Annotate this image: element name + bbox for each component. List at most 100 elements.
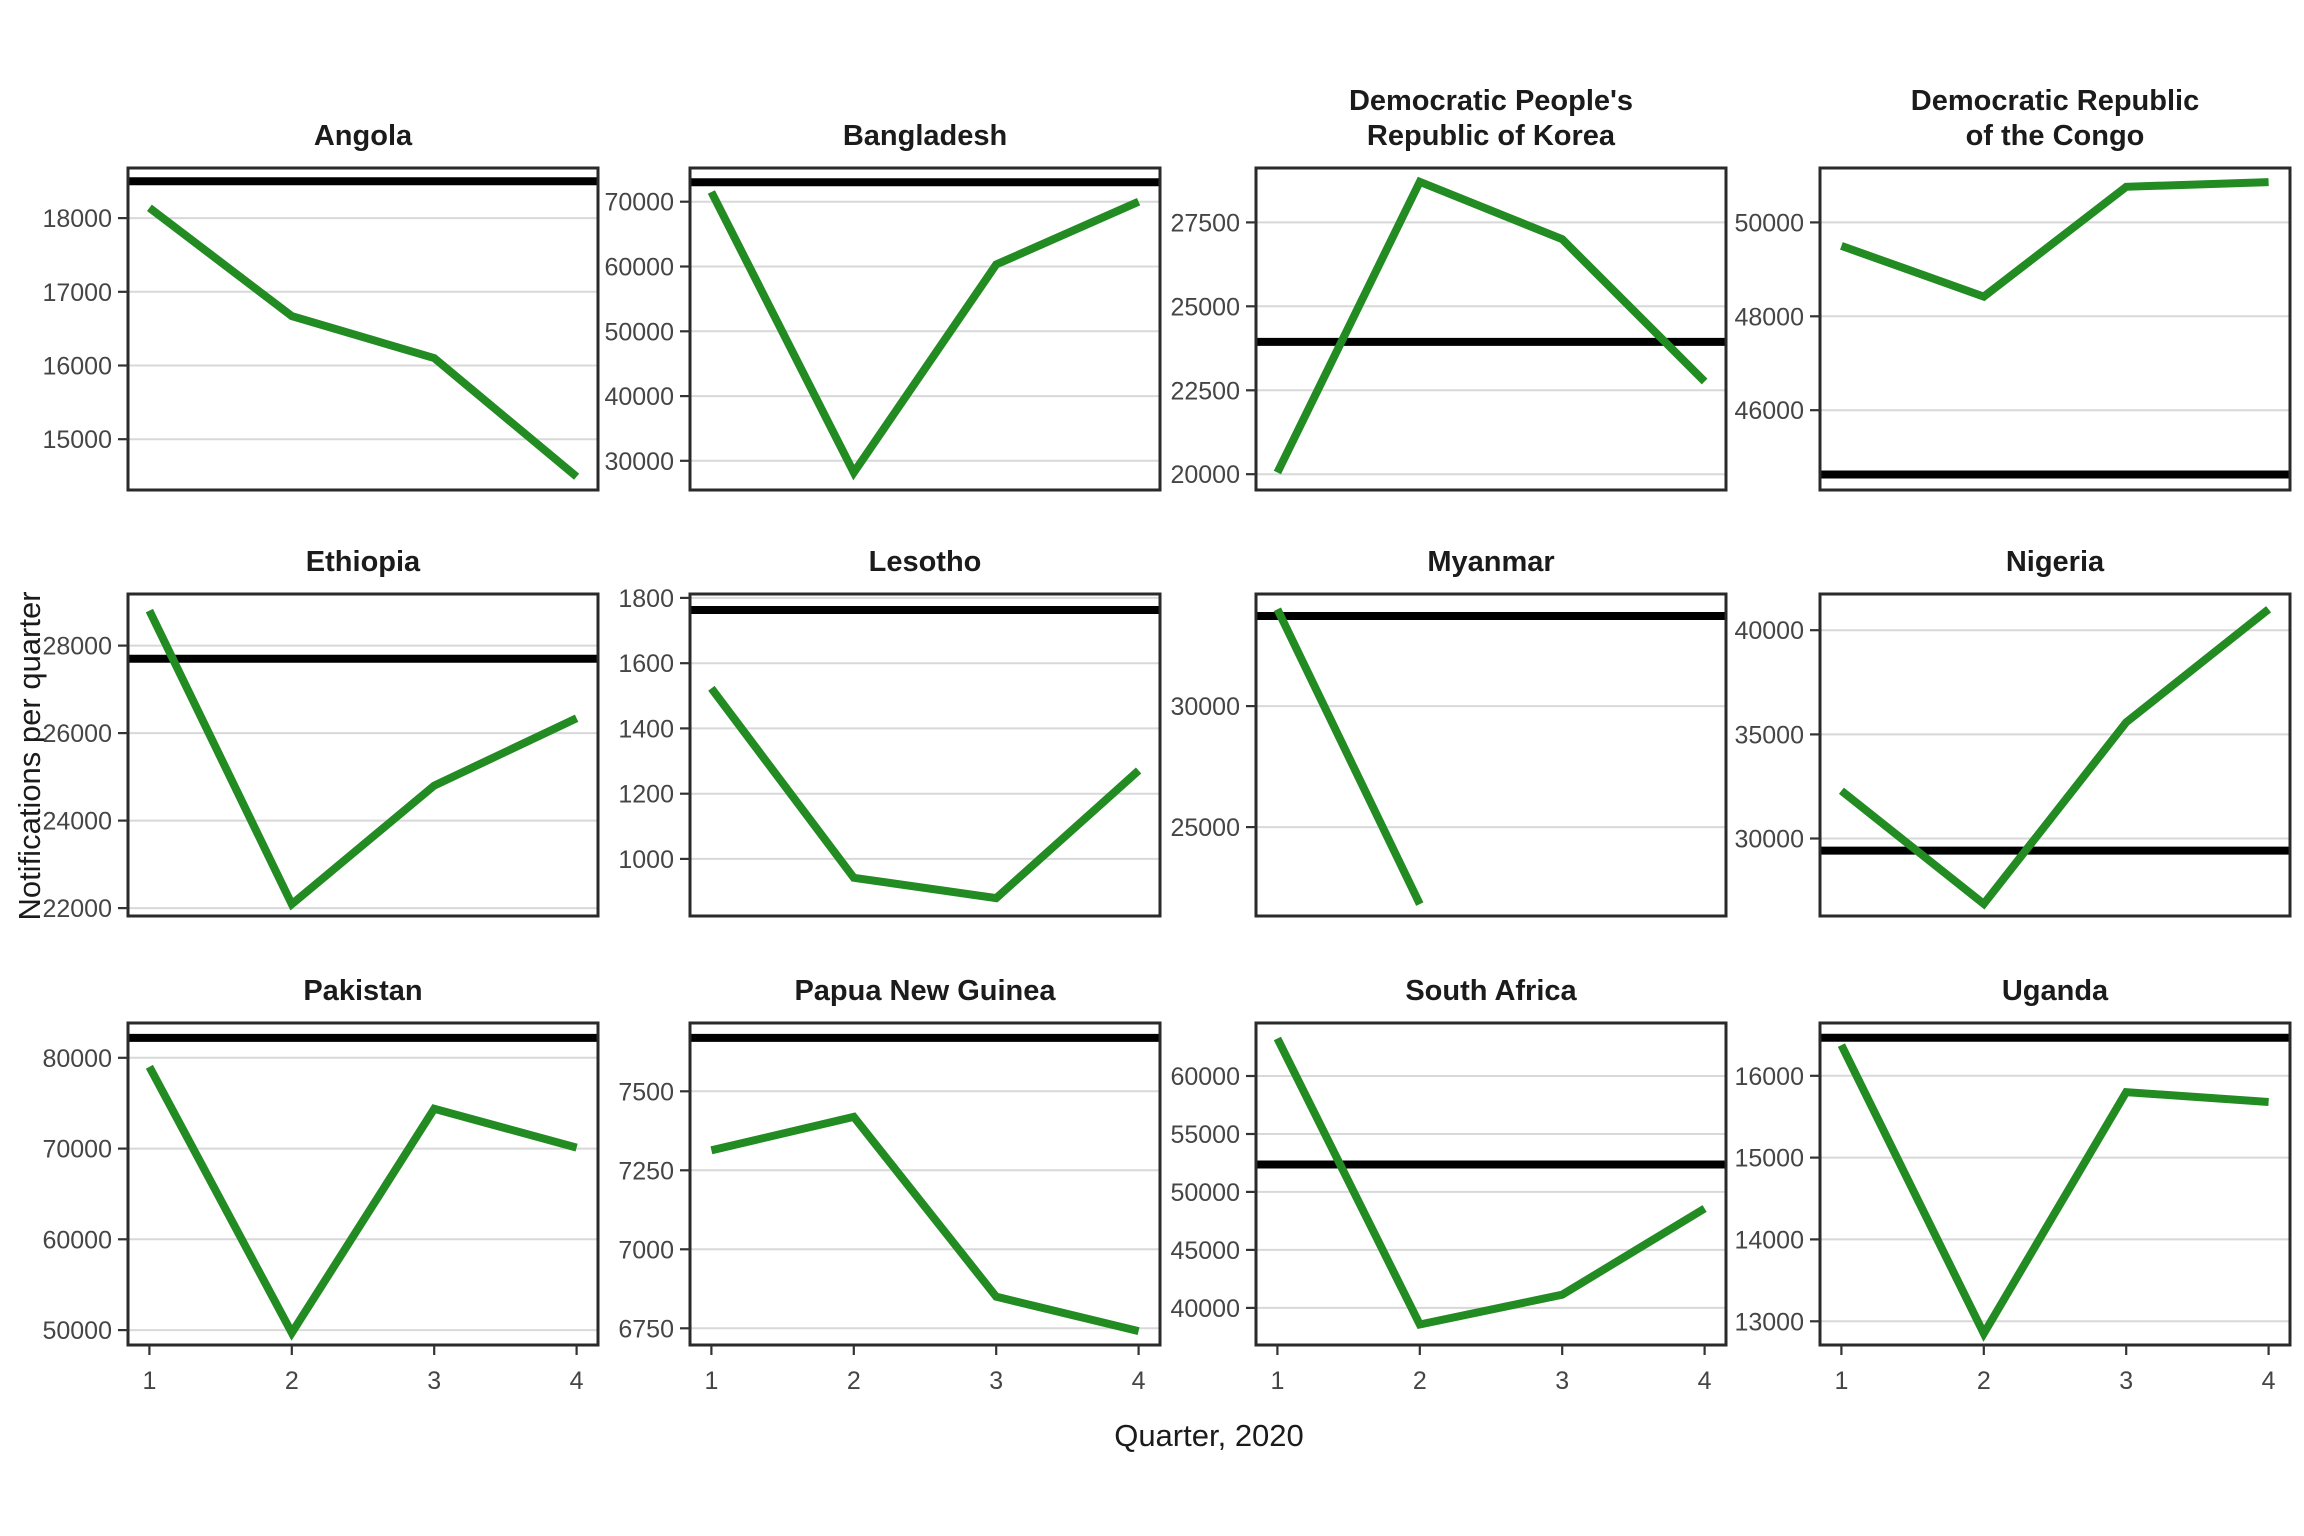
facet-title-line: Angola <box>313 120 413 152</box>
y-tick-label: 40000 <box>1170 1295 1240 1323</box>
facet-title-line: Democratic Republic <box>1910 85 2200 117</box>
y-tick-label: 70000 <box>42 1136 112 1164</box>
facet-title-pakistan: Pakistan <box>128 899 598 1026</box>
line-layer <box>1820 1033 2290 1342</box>
panel-background <box>1820 594 2290 916</box>
line-layer <box>128 177 598 480</box>
y-tick-label: 50000 <box>1734 209 1804 237</box>
y-tick-label: 30000 <box>1734 826 1804 854</box>
facet-title-lesotho: Lesotho <box>690 470 1160 597</box>
panel-background <box>1256 1023 1726 1345</box>
panel-border <box>126 166 600 492</box>
facet-title-line: Bangladesh <box>842 120 1008 152</box>
facet-plot-democratic-republic-of-the-congo: 50000 48000 46000 <box>1734 166 2292 492</box>
y-tick-label: 60000 <box>42 1226 112 1254</box>
panel-background <box>128 168 598 490</box>
facet-title-myanmar: Myanmar <box>1256 470 1726 597</box>
panel-background <box>690 1023 1160 1345</box>
y-tick-label: 40000 <box>604 383 674 411</box>
notifications-line <box>146 204 580 480</box>
y-tick-label: 7250 <box>618 1157 674 1185</box>
y-tick-label: 25000 <box>1170 814 1240 842</box>
y-tick-label: 14000 <box>1734 1226 1804 1254</box>
facet-title-angola: Angola <box>128 44 598 171</box>
panel-border <box>1818 592 2292 918</box>
facet-title-line: Nigeria <box>2005 546 2105 578</box>
y-tick-label: 30000 <box>1170 693 1240 721</box>
facet-plot-bangladesh: 70000 60000 50000 40000 30000 <box>604 166 1162 492</box>
panel-background <box>128 594 598 916</box>
facet-title-line: Ethiopia <box>305 546 421 578</box>
x-tick-label: 1 <box>1834 1367 1848 1395</box>
line-layer <box>128 1033 598 1341</box>
notifications-line <box>1273 607 1424 906</box>
panel-border <box>1818 1021 2292 1347</box>
x-tick-label: 2 <box>285 1367 299 1395</box>
facet-title-democratic-republic-of-the-congo: Democratic Republic of the Congo <box>1820 44 2290 154</box>
y-tick-label: 16000 <box>42 353 112 381</box>
y-tick-label: 26000 <box>42 720 112 748</box>
facet-title-line: Republic of Korea <box>1366 120 1616 152</box>
y-tick-label: 55000 <box>1170 1121 1240 1149</box>
y-tick-label: 16000 <box>1734 1063 1804 1091</box>
panel-border <box>126 592 600 918</box>
x-tick-label: 4 <box>1698 1367 1712 1395</box>
facet-plot-democratic-people-s-republic-of-korea: 27500 25000 22500 20000 <box>1170 166 1728 492</box>
panel-border <box>688 166 1162 492</box>
facet-plot-myanmar: 30000 25000 <box>1170 592 1728 918</box>
y-tick-label: 50000 <box>1170 1179 1240 1207</box>
x-tick-label: 1 <box>1270 1367 1284 1395</box>
panel-border <box>1254 592 1728 918</box>
panel-border <box>1254 1021 1728 1347</box>
facet-title-line: South Africa <box>1405 975 1577 1007</box>
panel-background <box>1820 1023 2290 1345</box>
y-tick-label: 22500 <box>1170 377 1240 405</box>
facet-title-line: Pakistan <box>303 975 423 1007</box>
y-tick-label: 20000 <box>1170 461 1240 489</box>
facet-plot-lesotho: 1800 1600 1400 1200 1000 <box>618 585 1162 918</box>
x-tick-label: 4 <box>1132 1367 1146 1395</box>
facet-plot-nigeria: 40000 35000 30000 <box>1734 592 2292 918</box>
line-layer <box>1256 607 1726 906</box>
notifications-line <box>708 685 1142 903</box>
y-tick-label: 28000 <box>42 633 112 661</box>
facet-title-bangladesh: Bangladesh <box>690 44 1160 171</box>
notifications-line <box>1273 1036 1707 1330</box>
line-layer <box>1256 176 1726 475</box>
line-layer <box>690 606 1160 903</box>
y-tick-label: 1000 <box>618 846 674 874</box>
y-tick-label: 1800 <box>618 585 674 613</box>
x-tick-label: 4 <box>570 1367 584 1395</box>
panel-border <box>1254 166 1728 492</box>
facet-plot-angola: 18000 17000 16000 15000 <box>42 166 600 492</box>
panel-background <box>128 1023 598 1345</box>
line-layer <box>1820 606 2290 910</box>
panel-background <box>1820 168 2290 490</box>
panel-background <box>690 168 1160 490</box>
line-layer <box>1820 178 2290 479</box>
notifications-line <box>145 1064 578 1341</box>
x-tick-label: 4 <box>2262 1367 2276 1395</box>
y-tick-label: 46000 <box>1734 397 1804 425</box>
facet-plot-ethiopia: 28000 26000 24000 22000 <box>42 592 600 923</box>
panel-border <box>688 1021 1162 1347</box>
facet-plot-south-africa: 60000 55000 50000 45000 40000 1 2 3 4 <box>1170 1021 1728 1395</box>
x-tick-label: 3 <box>989 1367 1003 1395</box>
y-tick-label: 24000 <box>42 808 112 836</box>
y-tick-label: 80000 <box>42 1045 112 1073</box>
y-tick-label: 50000 <box>42 1317 112 1345</box>
panel-border <box>688 592 1162 918</box>
facet-title-south-africa: South Africa <box>1256 899 1726 1026</box>
facet-plot-pakistan: 80000 70000 60000 50000 1 2 3 4 <box>42 1021 600 1395</box>
y-tick-label: 6750 <box>618 1315 674 1343</box>
x-tick-label: 2 <box>1413 1367 1427 1395</box>
y-tick-label: 7500 <box>618 1078 674 1106</box>
line-layer <box>690 178 1160 481</box>
panel-background <box>1256 594 1726 916</box>
x-tick-label: 2 <box>1977 1367 1991 1395</box>
y-tick-label: 1200 <box>618 781 674 809</box>
line-layer <box>690 1033 1160 1335</box>
line-layer <box>128 608 598 911</box>
notifications-line <box>1837 1043 2269 1342</box>
facet-title-nigeria: Nigeria <box>1820 470 2290 597</box>
